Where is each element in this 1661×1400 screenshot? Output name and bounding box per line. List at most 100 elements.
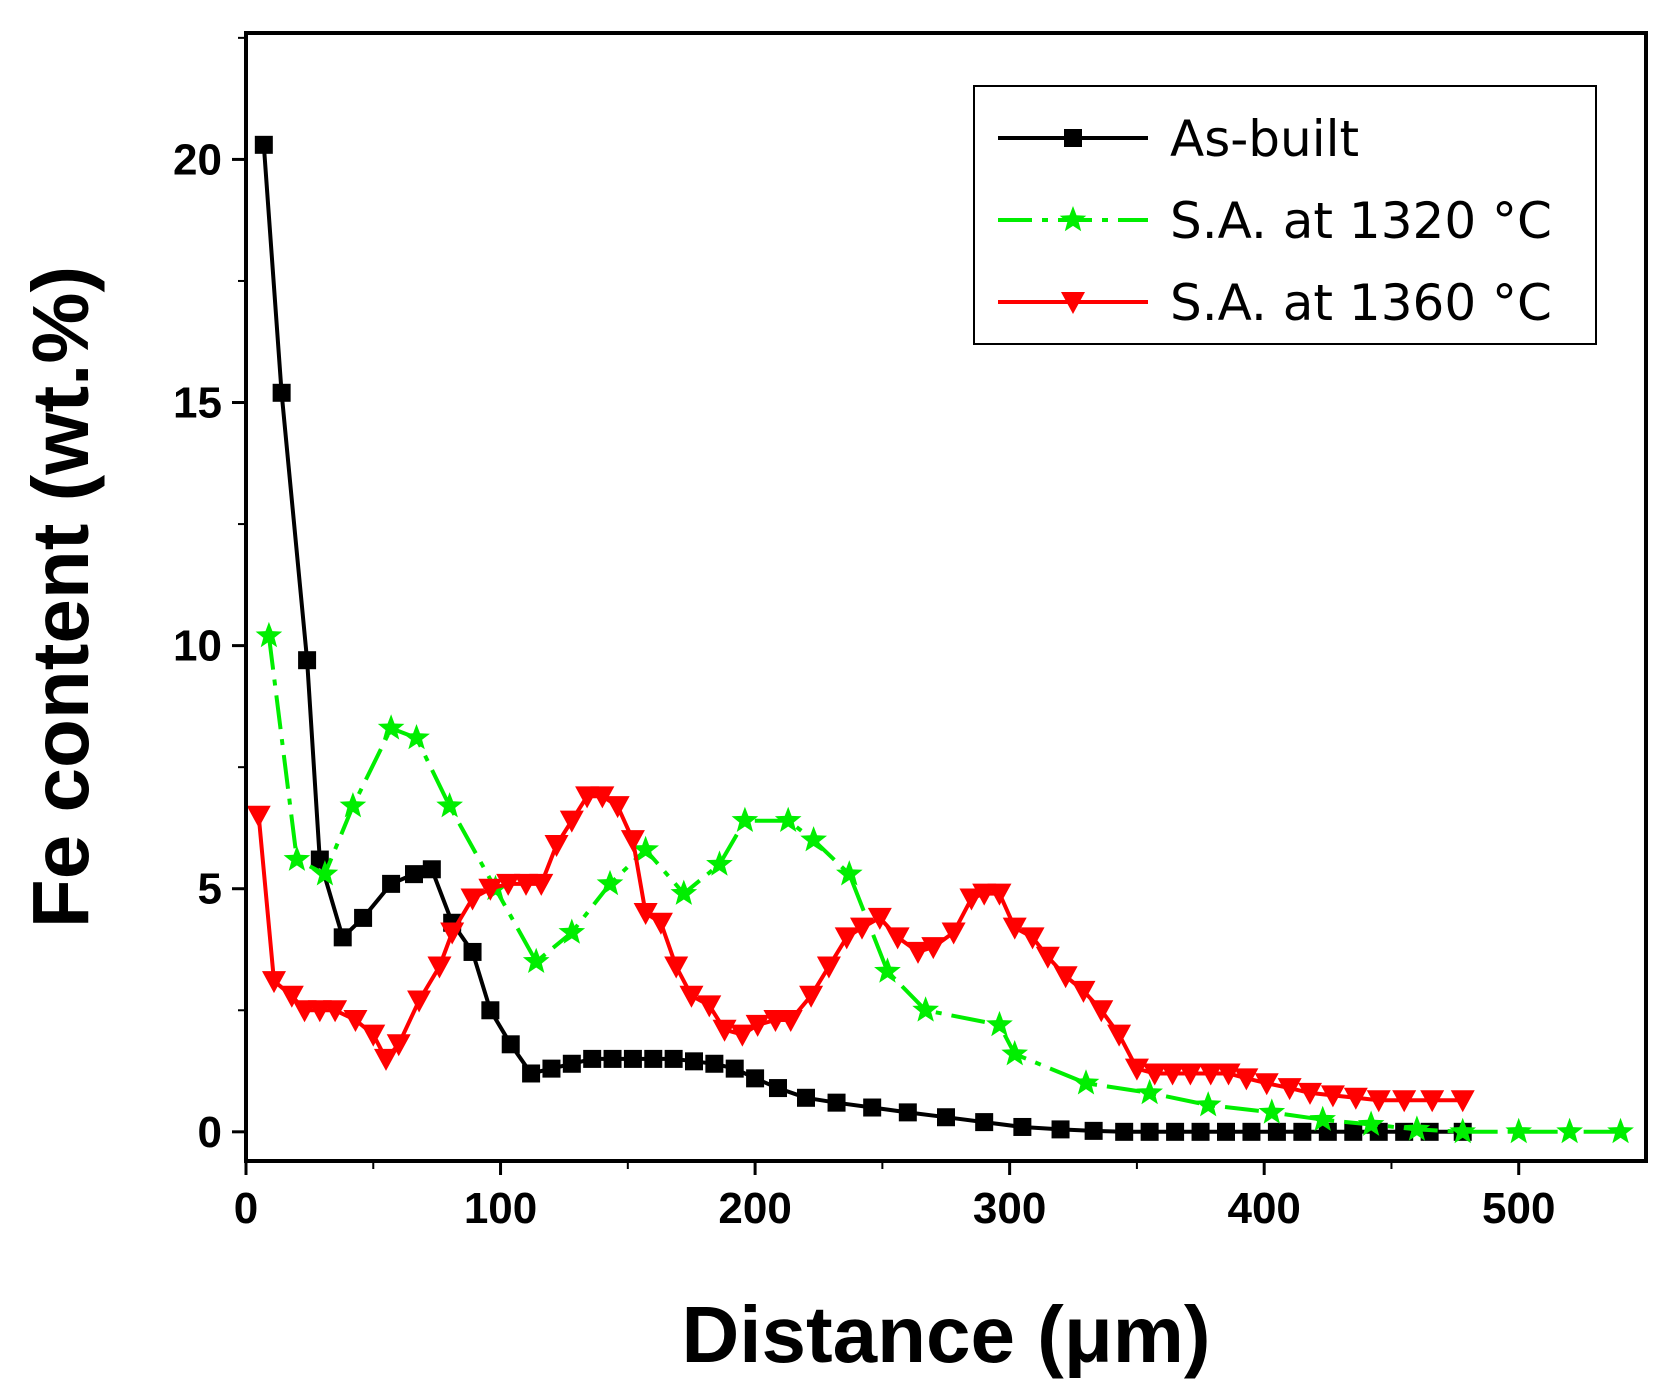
data-point: [975, 1113, 994, 1132]
data-point: [361, 1024, 386, 1047]
data-point: [1002, 917, 1027, 940]
data-point: [544, 834, 569, 857]
legend-label: As-built: [1170, 110, 1359, 168]
data-point: [333, 928, 352, 947]
data-point: [246, 805, 271, 828]
data-point: [1166, 1122, 1185, 1141]
data-point: [377, 714, 405, 740]
series-layer: [246, 135, 1634, 1144]
x-tick-label: 300: [973, 1184, 1046, 1233]
data-point: [440, 922, 465, 945]
data-point: [697, 995, 722, 1018]
data-point: [745, 1014, 770, 1037]
data-point: [670, 879, 698, 905]
data-point: [1343, 1087, 1368, 1110]
data-point: [1051, 1120, 1070, 1139]
data-point: [603, 1049, 622, 1068]
x-tick-label: 0: [234, 1184, 258, 1233]
data-point: [1053, 966, 1078, 989]
data-point: [522, 1064, 541, 1083]
data-point: [834, 927, 859, 950]
data-point: [778, 1010, 803, 1032]
data-point: [816, 956, 841, 979]
x-tick-label: 200: [718, 1184, 791, 1233]
y-axis-title: Fe content (wt.%): [16, 266, 105, 928]
data-point: [590, 786, 615, 809]
data-point: [1136, 1078, 1163, 1105]
data-point: [898, 1103, 917, 1122]
data-point: [874, 957, 901, 983]
data-point: [664, 956, 689, 979]
data-point: [501, 1035, 520, 1054]
y-tick-label: 10: [173, 622, 222, 671]
data-point: [343, 1010, 368, 1032]
data-point: [912, 996, 939, 1022]
data-point: [712, 1019, 737, 1042]
y-tick-label: 5: [198, 865, 222, 914]
data-point: [354, 908, 373, 927]
data-point: [705, 1054, 724, 1073]
x-axis: 0 100 200 300 400 500: [234, 1161, 1555, 1233]
data-point: [1318, 1122, 1337, 1141]
legend-label: S.A. at 1360 °C: [1170, 274, 1552, 332]
data-point: [921, 937, 946, 960]
data-point: [254, 135, 273, 154]
data-point: [279, 985, 304, 1008]
data-point: [836, 860, 863, 886]
data-point: [644, 1049, 663, 1068]
data-point: [1293, 1122, 1312, 1141]
data-point: [937, 1108, 955, 1127]
data-point: [648, 912, 673, 935]
data-point: [1001, 1040, 1028, 1066]
data-point: [460, 888, 485, 911]
data-point: [1216, 1063, 1241, 1086]
data-point: [1449, 1117, 1476, 1144]
data-point: [1309, 1105, 1336, 1131]
series-1: [255, 621, 1634, 1144]
data-point: [605, 796, 630, 819]
data-point: [422, 860, 441, 879]
data-point: [1258, 1098, 1286, 1124]
data-point: [1178, 1063, 1203, 1086]
series-0: [254, 135, 1472, 1141]
data-point: [987, 883, 1012, 906]
data-point: [1013, 1117, 1032, 1136]
data-point: [403, 724, 430, 750]
data-point: [1320, 1085, 1345, 1108]
data-point: [1267, 1122, 1286, 1141]
data-point: [1505, 1117, 1532, 1144]
data-point: [863, 1098, 882, 1117]
data-point: [1403, 1115, 1431, 1141]
data-point: [1115, 1122, 1134, 1141]
data-point: [596, 869, 624, 896]
data-point: [559, 810, 584, 833]
data-point: [311, 860, 339, 886]
data-point: [1198, 1063, 1223, 1086]
data-point: [522, 947, 550, 973]
data-point: [730, 1024, 755, 1047]
series-line: [256, 794, 1463, 1103]
data-point: [633, 903, 658, 926]
data-point: [1140, 1122, 1159, 1141]
y-tick-label: 20: [173, 135, 222, 184]
data-point: [769, 1079, 787, 1098]
data-point: [850, 917, 874, 940]
x-tick-label: 500: [1482, 1184, 1555, 1233]
data-point: [1084, 1121, 1103, 1140]
data-point: [827, 1093, 846, 1112]
data-point: [800, 826, 827, 852]
data-point: [1277, 1078, 1302, 1101]
x-tick-label: 400: [1227, 1184, 1300, 1233]
data-point: [1194, 1091, 1222, 1117]
series-line: [266, 635, 1621, 1134]
data-point: [478, 878, 503, 901]
data-point: [620, 830, 645, 853]
data-point: [463, 942, 482, 961]
data-point: [514, 873, 538, 896]
legend-marker: [1059, 206, 1087, 232]
data-point: [292, 1000, 317, 1023]
data-point: [583, 1049, 602, 1068]
data-point: [1420, 1090, 1445, 1113]
data-point: [763, 1010, 788, 1032]
